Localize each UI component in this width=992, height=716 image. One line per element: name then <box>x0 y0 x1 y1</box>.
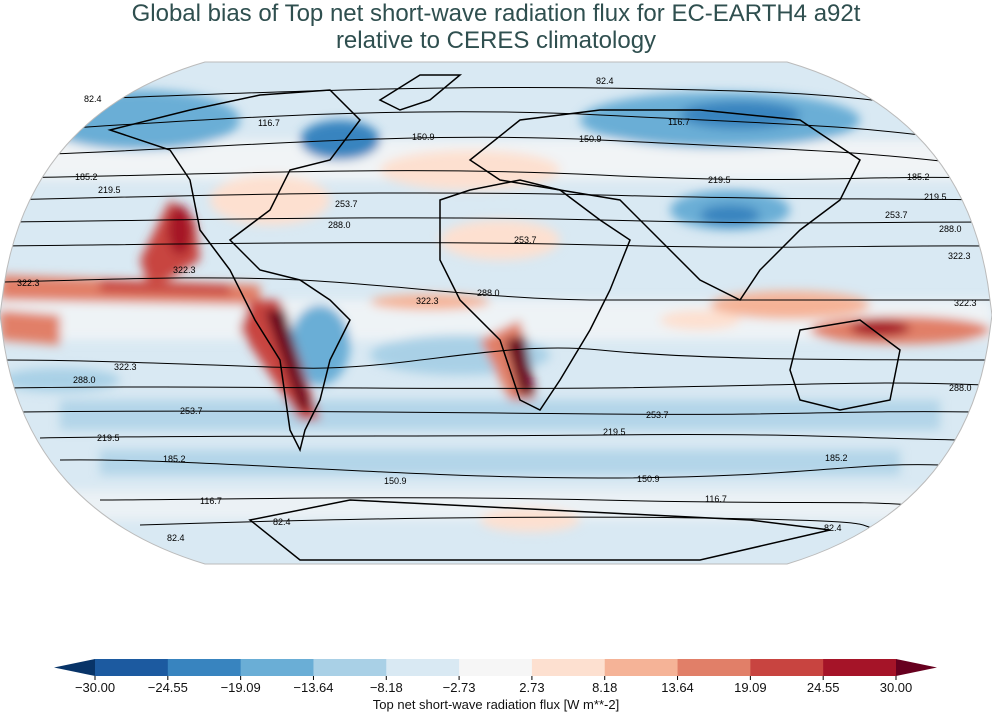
colorbar-tick-label: −30.00 <box>74 680 116 695</box>
svg-text:253.7: 253.7 <box>514 235 537 245</box>
svg-text:219.5: 219.5 <box>924 192 947 202</box>
colorbar-under-arrow <box>54 659 95 676</box>
colorbar-tick-label: −2.73 <box>442 680 476 695</box>
bias-field <box>0 62 992 564</box>
colorbar-segment <box>313 659 387 676</box>
svg-text:288.0: 288.0 <box>73 375 96 385</box>
svg-text:322.3: 322.3 <box>416 296 439 306</box>
svg-text:185.2: 185.2 <box>163 454 186 464</box>
svg-text:116.7: 116.7 <box>200 496 222 506</box>
colorbar-segment <box>823 659 897 676</box>
svg-text:288.0: 288.0 <box>328 220 351 230</box>
svg-text:322.3: 322.3 <box>114 362 137 372</box>
climatology-contours <box>2 86 991 531</box>
colorbar-segment <box>604 659 679 676</box>
colorbar-segment <box>531 659 606 676</box>
colorbar-label: Top net short-wave radiation flux [W m**… <box>372 697 620 712</box>
svg-text:82.4: 82.4 <box>273 517 291 527</box>
svg-text:116.7: 116.7 <box>258 118 280 128</box>
colorbar-tick-label: −24.55 <box>147 680 188 695</box>
colorbar-tick-label: 2.73 <box>519 680 545 695</box>
colorbar-tick-label: 19.09 <box>734 680 767 695</box>
svg-text:150.9: 150.9 <box>412 132 435 142</box>
map-border <box>0 61 992 565</box>
svg-text:322.3: 322.3 <box>954 298 977 308</box>
svg-text:253.7: 253.7 <box>180 406 203 416</box>
colorbar-tick-label: 30.00 <box>879 680 913 695</box>
colorbar-segment <box>386 659 460 676</box>
svg-text:82.4: 82.4 <box>167 533 185 543</box>
colorbar-segment <box>750 659 824 676</box>
colorbar-segment <box>459 659 533 676</box>
svg-text:116.7: 116.7 <box>705 494 727 504</box>
colorbar-segment <box>167 659 242 676</box>
colorbar-tick-label: −19.09 <box>220 680 261 695</box>
colorbar-over-arrow <box>896 659 937 676</box>
title-line-1: Global bias of Top net short-wave radiat… <box>131 0 861 27</box>
colorbar-tick-label: 13.64 <box>661 680 694 695</box>
colorbar <box>54 659 937 680</box>
svg-text:219.5: 219.5 <box>98 185 121 195</box>
svg-text:253.7: 253.7 <box>885 210 908 220</box>
svg-text:150.9: 150.9 <box>384 476 407 486</box>
svg-text:150.9: 150.9 <box>579 134 602 144</box>
svg-text:82.4: 82.4 <box>84 94 102 104</box>
svg-text:322.3: 322.3 <box>17 278 40 288</box>
svg-text:150.9: 150.9 <box>637 474 660 484</box>
colorbar-tick-label: 24.55 <box>806 680 840 695</box>
svg-text:322.3: 322.3 <box>948 251 971 261</box>
colorbar-segment <box>95 659 169 676</box>
colorbar-tick-label: 8.18 <box>592 680 618 695</box>
svg-text:185.2: 185.2 <box>907 172 930 182</box>
contour-labels: 82.4 82.4 116.7 116.7 150.9 150.9 185.2 … <box>17 76 977 543</box>
colorbar-segment <box>240 659 314 676</box>
svg-text:288.0: 288.0 <box>477 288 500 298</box>
svg-text:219.5: 219.5 <box>603 427 626 437</box>
svg-text:253.7: 253.7 <box>335 199 358 209</box>
svg-text:219.5: 219.5 <box>97 433 120 443</box>
svg-text:185.2: 185.2 <box>75 172 98 182</box>
robinson-map: 82.4 82.4 116.7 116.7 150.9 150.9 185.2 … <box>0 61 992 565</box>
colorbar-segment <box>677 659 751 676</box>
svg-text:253.7: 253.7 <box>646 410 669 420</box>
svg-text:82.4: 82.4 <box>596 76 614 86</box>
colorbar-tick-label: −8.18 <box>369 680 403 695</box>
svg-text:82.4: 82.4 <box>824 523 842 533</box>
colorbar-tick-label: −13.64 <box>293 680 334 695</box>
chart-title: Global bias of Top net short-wave radiat… <box>0 0 992 54</box>
svg-text:288.0: 288.0 <box>949 383 972 393</box>
svg-text:185.2: 185.2 <box>825 453 848 463</box>
svg-text:288.0: 288.0 <box>939 224 962 234</box>
svg-text:116.7: 116.7 <box>668 117 690 127</box>
svg-text:322.3: 322.3 <box>173 265 196 275</box>
svg-text:219.5: 219.5 <box>708 175 731 185</box>
title-line-2: relative to CERES climatology <box>335 27 657 54</box>
